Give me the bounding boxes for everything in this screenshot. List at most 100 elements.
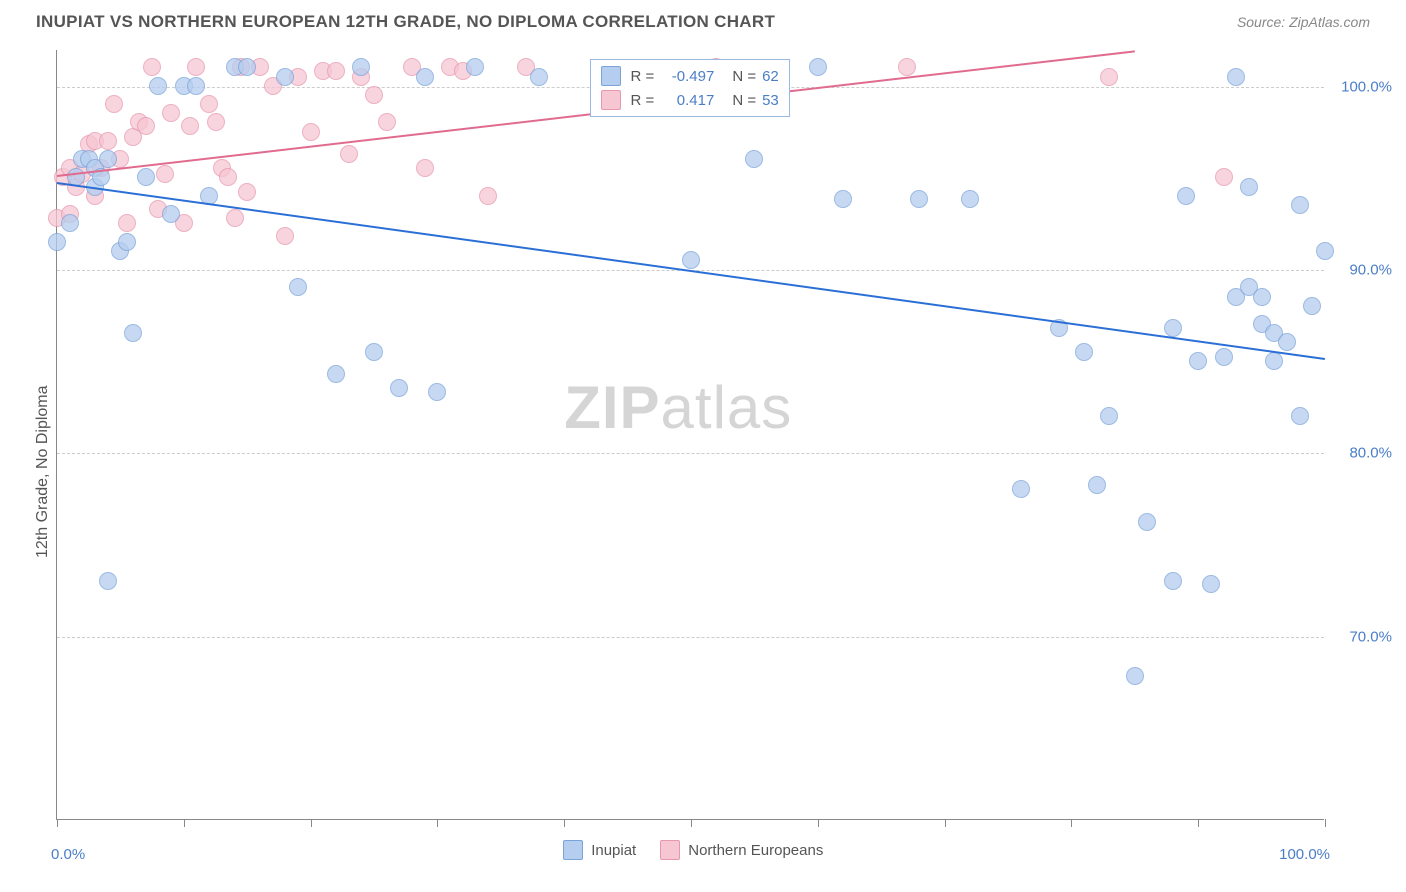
x-tick	[184, 819, 185, 827]
y-tick-label: 100.0%	[1341, 78, 1392, 95]
data-point	[834, 190, 852, 208]
chart-title: INUPIAT VS NORTHERN EUROPEAN 12TH GRADE,…	[36, 12, 775, 32]
data-point	[1189, 352, 1207, 370]
data-point	[118, 214, 136, 232]
x-tick-label: 100.0%	[1279, 846, 1330, 863]
data-point	[466, 58, 484, 76]
data-point	[187, 58, 205, 76]
data-point	[207, 113, 225, 131]
x-tick	[691, 819, 692, 827]
data-point	[910, 190, 928, 208]
data-point	[390, 379, 408, 397]
legend-r-value: -0.497	[660, 68, 714, 85]
data-point	[137, 168, 155, 186]
data-point	[238, 183, 256, 201]
x-tick	[311, 819, 312, 827]
data-point	[99, 572, 117, 590]
data-point	[416, 159, 434, 177]
data-point	[162, 205, 180, 223]
data-point	[1316, 242, 1334, 260]
data-point	[1215, 168, 1233, 186]
data-point	[898, 58, 916, 76]
legend-r-label: R =	[631, 68, 655, 85]
legend-correlation: R = -0.497 N = 62 R = 0.417 N = 53	[590, 59, 790, 117]
data-point	[378, 113, 396, 131]
data-point	[99, 150, 117, 168]
data-point	[238, 58, 256, 76]
legend-n-label: N =	[732, 68, 756, 85]
data-point	[1075, 343, 1093, 361]
data-point	[416, 68, 434, 86]
x-tick-label: 0.0%	[51, 846, 85, 863]
data-point	[327, 62, 345, 80]
data-point	[124, 324, 142, 342]
data-point	[1291, 407, 1309, 425]
data-point	[479, 187, 497, 205]
data-point	[365, 343, 383, 361]
data-point	[1138, 513, 1156, 531]
legend-label: Inupiat	[591, 842, 636, 859]
x-tick	[945, 819, 946, 827]
chart-source: Source: ZipAtlas.com	[1237, 14, 1370, 30]
data-point	[289, 278, 307, 296]
data-point	[961, 190, 979, 208]
data-point	[143, 58, 161, 76]
data-point	[1227, 68, 1245, 86]
data-point	[137, 117, 155, 135]
data-point	[1164, 319, 1182, 337]
legend-item: Northern Europeans	[660, 840, 823, 860]
data-point	[61, 214, 79, 232]
data-point	[1177, 187, 1195, 205]
x-tick	[564, 819, 565, 827]
y-tick-label: 70.0%	[1349, 628, 1392, 645]
data-point	[1278, 333, 1296, 351]
data-point	[1012, 480, 1030, 498]
legend-n-value: 53	[762, 92, 779, 109]
x-tick	[1071, 819, 1072, 827]
data-point	[187, 77, 205, 95]
data-point	[682, 251, 700, 269]
data-point	[1265, 352, 1283, 370]
data-point	[1291, 196, 1309, 214]
data-point	[1253, 288, 1271, 306]
x-tick	[57, 819, 58, 827]
trend-line	[57, 182, 1325, 360]
legend-label: Northern Europeans	[688, 842, 823, 859]
x-tick	[1198, 819, 1199, 827]
data-point	[48, 233, 66, 251]
data-point	[219, 168, 237, 186]
data-point	[302, 123, 320, 141]
data-point	[1202, 575, 1220, 593]
data-point	[327, 365, 345, 383]
y-tick-label: 90.0%	[1349, 262, 1392, 279]
legend-item: Inupiat	[563, 840, 636, 860]
data-point	[352, 58, 370, 76]
data-point	[809, 58, 827, 76]
data-point	[99, 132, 117, 150]
legend-n-value: 62	[762, 68, 779, 85]
data-point	[276, 68, 294, 86]
data-point	[118, 233, 136, 251]
chart-header: INUPIAT VS NORTHERN EUROPEAN 12TH GRADE,…	[36, 12, 1370, 32]
scatter-plot: 70.0%80.0%90.0%100.0%0.0%100.0%ZIPatlasR…	[56, 50, 1324, 820]
legend-swatch	[601, 90, 621, 110]
data-point	[162, 104, 180, 122]
x-tick	[1325, 819, 1326, 827]
legend-swatch	[601, 66, 621, 86]
data-point	[1303, 297, 1321, 315]
legend-n-label: N =	[732, 92, 756, 109]
data-point	[530, 68, 548, 86]
legend-r-value: 0.417	[660, 92, 714, 109]
data-point	[1100, 407, 1118, 425]
data-point	[181, 117, 199, 135]
data-point	[105, 95, 123, 113]
legend-swatch	[563, 840, 583, 860]
data-point	[149, 77, 167, 95]
legend-r-label: R =	[631, 92, 655, 109]
data-point	[745, 150, 763, 168]
data-point	[200, 95, 218, 113]
data-point	[1164, 572, 1182, 590]
x-tick	[818, 819, 819, 827]
watermark: ZIPatlas	[564, 373, 792, 442]
data-point	[340, 145, 358, 163]
